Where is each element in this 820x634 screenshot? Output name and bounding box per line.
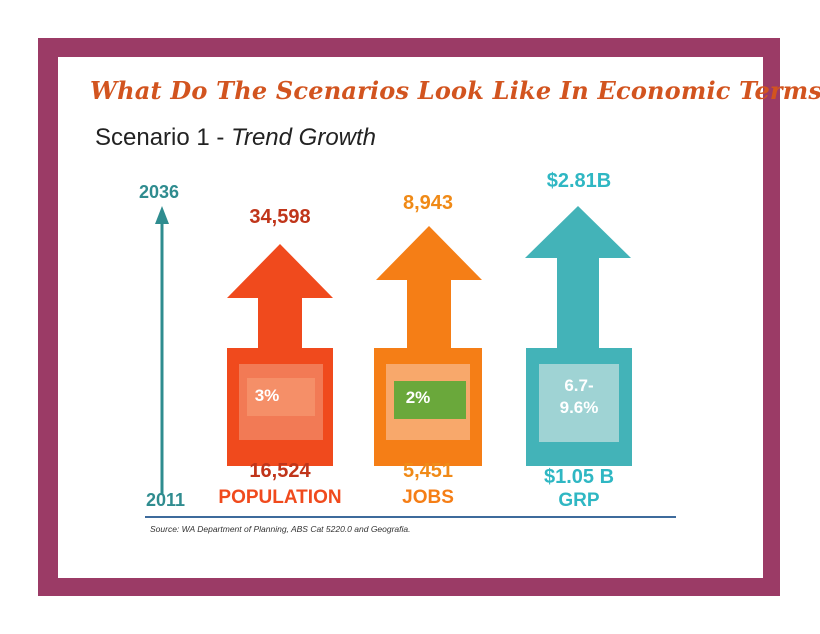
scenario-name: Trend Growth xyxy=(231,124,377,151)
jobs-2036-value: 8,943 xyxy=(402,192,454,214)
jobs-label: JOBS xyxy=(402,487,454,508)
population-label: POPULATION xyxy=(218,487,342,508)
grp-2011-value: $1.05 B xyxy=(543,466,615,488)
slide-title: What Do The Scenarios Look Like In Econo… xyxy=(90,76,820,105)
jobs-arrow xyxy=(374,226,482,466)
population-growth-rate: 3% xyxy=(254,386,280,405)
population-2011-value: 16,524 xyxy=(249,460,311,482)
jobs-2011-value: 5,451 xyxy=(402,460,454,482)
population-arrow xyxy=(227,244,333,466)
scenario-prefix: Scenario 1 - xyxy=(95,124,232,151)
timeline-end-year: 2036 xyxy=(139,182,180,202)
grp-growth-rate-line1: 6.7- xyxy=(564,376,594,395)
grp-growth-rate-line2: 9.6% xyxy=(559,398,599,417)
timeline-arrowhead xyxy=(155,206,169,224)
grp-2036-value: $2.81B xyxy=(546,170,612,192)
grp-label: GRP xyxy=(558,490,600,511)
grp-arrow xyxy=(525,206,632,466)
source-note: Source: WA Department of Planning, ABS C… xyxy=(150,524,411,534)
population-2036-value: 34,598 xyxy=(249,206,311,228)
timeline-start-year: 2011 xyxy=(146,490,186,510)
scenario-subtitle: Scenario 1 - Trend Growth xyxy=(95,124,376,152)
jobs-growth-rate: 2% xyxy=(405,388,431,407)
